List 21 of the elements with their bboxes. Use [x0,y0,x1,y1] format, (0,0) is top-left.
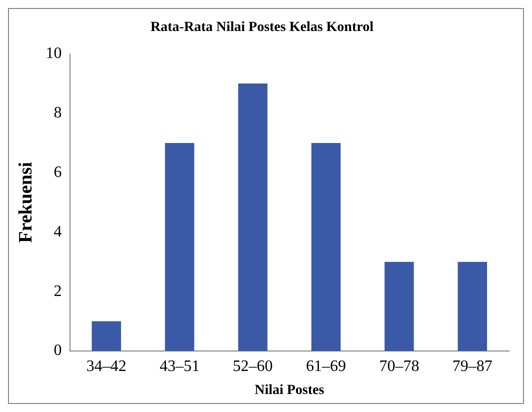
y-tick-label: 0 [54,342,62,360]
x-axis-title: Nilai Postes [254,383,325,398]
bar [238,84,268,351]
x-tick-label: 61–69 [306,358,346,375]
x-tick-label: 34–42 [86,358,126,375]
x-tick-label: 70–78 [379,358,420,375]
bar [458,262,488,351]
bar [164,142,194,351]
y-tick-label: 2 [54,282,62,300]
y-tick-label: 6 [54,164,62,181]
bar [92,321,122,351]
chart-title: Rata-Rata Nilai Postes Kelas Kontrol [150,20,374,36]
y-tick-label: 8 [54,104,62,122]
x-tick-label: 43–51 [160,358,200,375]
y-axis-title: Frekuensi [15,162,36,243]
y-tick-label: 4 [54,223,62,240]
x-tick-label: 52–60 [232,358,273,375]
bar [384,262,414,351]
y-tick-label: 10 [46,45,62,62]
bar [311,142,341,351]
x-tick-label: 79–87 [452,358,492,375]
